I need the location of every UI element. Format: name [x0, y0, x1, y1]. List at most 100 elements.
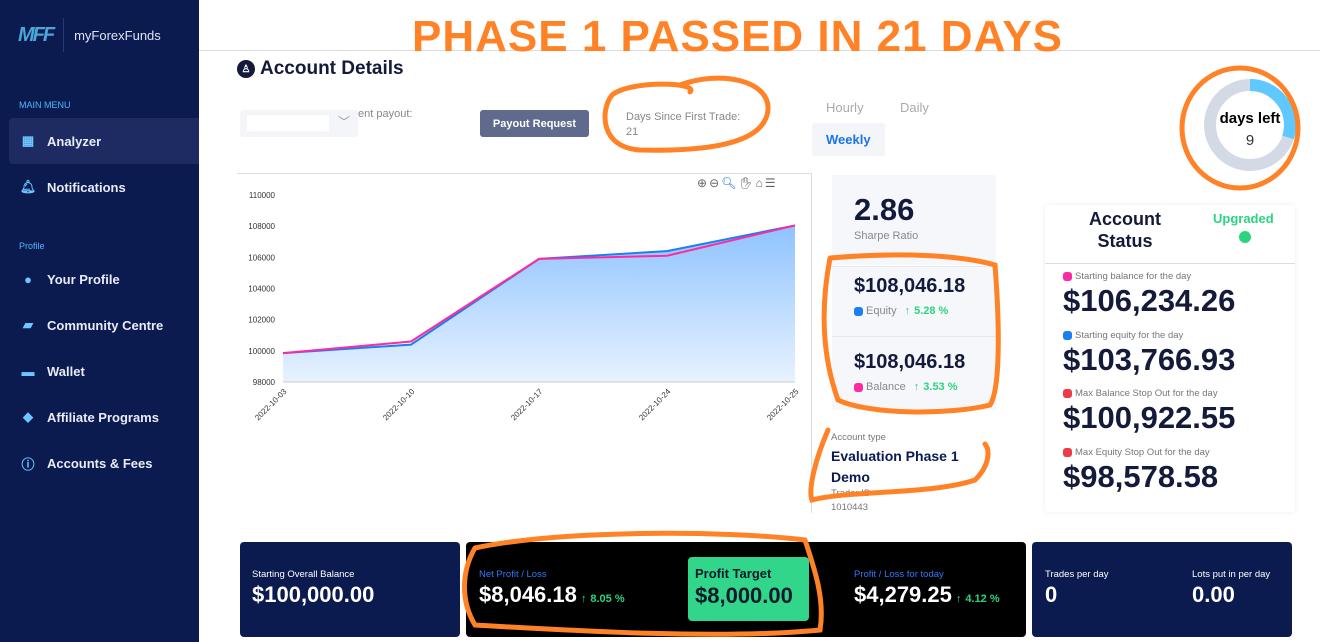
stat-value: $100,922.55: [1063, 400, 1236, 435]
equity-legend-dot: [854, 306, 863, 316]
stat-value: $103,766.93: [1063, 342, 1236, 377]
max-balance-stop-out: Max Balance Stop Out for the day $100,922…: [1063, 388, 1235, 436]
balance-legend-dot: [854, 382, 863, 392]
divider: [1045, 263, 1295, 264]
legend-dot: [1063, 331, 1072, 340]
menu-icon[interactable]: ☰: [764, 176, 778, 190]
divider: [63, 18, 65, 52]
today-pl-label: Profit / Loss for today: [854, 569, 944, 580]
brand-name: myForexFunds: [74, 27, 161, 43]
main-menu-heading: MAIN MENU: [19, 100, 71, 110]
profit-target-label: Profit Target: [695, 566, 772, 581]
arrow-up-icon: ↑: [955, 593, 962, 605]
header-divider: [199, 50, 1320, 51]
account-type: Account type Evaluation Phase 1 Demo Tra…: [831, 432, 971, 513]
sidebar: MFF myForexFunds MAIN MENU ▦ Analyzer 🔔︎ N…: [0, 0, 199, 642]
wallet-icon: ▬: [21, 363, 35, 379]
equity-card: $108,046.18 Equity ↑ 5.28 %: [832, 266, 996, 336]
user-icon: ●: [24, 271, 32, 287]
zoom-out-icon[interactable]: ⊖: [709, 176, 722, 190]
chart-plot: 98000 100000 102000 104000 106000 108000 11000…: [248, 191, 801, 423]
equity-pct: 5.28 %: [914, 305, 949, 317]
x-tick-label: 2022-10-24: [637, 387, 673, 423]
account-select[interactable]: ﹀: [240, 110, 358, 137]
home-icon[interactable]: ⌂: [755, 176, 765, 190]
account-type-value: Evaluation Phase 1 Demo: [831, 448, 959, 485]
account-type-label: Account type: [831, 432, 886, 443]
stat-label: Starting equity for the day: [1075, 330, 1184, 341]
y-tick-label: 108000: [248, 222, 275, 231]
select-value: [247, 115, 329, 131]
chart-toolbar: ⊕⊖🔍︎✋︎⌂☰: [697, 176, 778, 190]
sharpe-value: 2.86: [854, 192, 915, 227]
account-status-card: Account Status Upgraded Starting balance…: [1045, 205, 1295, 512]
account-status-title: Account Status: [1089, 209, 1161, 251]
diamond-icon: ◆: [23, 409, 33, 424]
sidebar-item-community-centre[interactable]: ▰ Community Centre: [9, 302, 199, 348]
profit-target-box: Profit Target $8,000.00: [688, 557, 809, 621]
pan-icon[interactable]: ✋︎: [738, 176, 756, 190]
sidebar-item-affiliate-programs[interactable]: ◆ Affiliate Programs: [9, 394, 199, 440]
y-tick-label: 104000: [248, 285, 275, 294]
payout-request-button[interactable]: Payout Request: [480, 110, 589, 137]
lots-label: Lots put in per day: [1192, 569, 1271, 580]
tab-daily[interactable]: Daily: [900, 100, 929, 115]
sidebar-item-analyzer[interactable]: ▦ Analyzer: [9, 118, 199, 164]
days-left-value: 9: [1245, 132, 1255, 149]
sharpe-label: Sharpe Ratio: [854, 230, 919, 242]
legend-dot: [1063, 448, 1072, 457]
sidebar-item-label: Your Profile: [47, 271, 120, 287]
sidebar-item-wallet[interactable]: ▬ Wallet: [9, 348, 199, 394]
stat-label: Starting balance for the day: [1075, 271, 1192, 282]
starting-overall-balance-card: Starting Overall Balance $100,000.00: [240, 542, 460, 637]
sidebar-item-label: Wallet: [47, 363, 85, 379]
arrow-up-icon: ↑: [904, 305, 911, 317]
net-profit-label: Net Profit / Loss: [479, 569, 547, 580]
chat-icon: ▰: [23, 317, 33, 332]
balance-label: Balance: [866, 381, 906, 393]
profit-loss-card: Net Profit / Loss $8,046.18 ↑ 8.05 % Profi…: [466, 542, 1026, 637]
y-tick-label: 102000: [248, 316, 275, 325]
sidebar-item-label: Notifications: [47, 179, 126, 195]
legend-dot: [1063, 272, 1072, 281]
x-tick-label: 2022-10-03: [253, 387, 289, 423]
stat-value: $100,000.00: [252, 582, 375, 607]
arrow-up-icon: ↑: [913, 381, 920, 393]
tab-weekly[interactable]: Weekly: [812, 123, 885, 156]
zoom-select-icon[interactable]: 🔍︎: [721, 176, 739, 190]
trades-value: 0: [1045, 582, 1058, 607]
starting-equity-day: Starting equity for the day $103,766.93: [1063, 330, 1235, 378]
equity-value: $108,046.18: [854, 275, 966, 297]
annotation-banner: PHASE 1 PASSED IN 21 DAYS: [412, 12, 1064, 61]
logo[interactable]: MFF myForexFunds: [18, 18, 161, 52]
x-tick-label: 2022-10-10: [381, 387, 417, 423]
zoom-in-icon[interactable]: ⊕: [697, 176, 710, 190]
sidebar-item-accounts-fees[interactable]: ⓘ Accounts & Fees: [9, 440, 199, 486]
status-dot: [1239, 231, 1251, 243]
y-tick-label: 98000: [253, 378, 276, 387]
arrow-up-icon: ↑: [580, 593, 587, 605]
chevron-down-icon: ﹀: [337, 115, 350, 129]
logo-mark: MFF: [18, 23, 55, 46]
sidebar-item-your-profile[interactable]: ● Your Profile: [9, 256, 199, 302]
tab-hourly[interactable]: Hourly: [826, 100, 864, 115]
trades-lots-card: Trades per day 0 Lots put in per day 0.0…: [1032, 542, 1292, 637]
equity-label: Equity: [866, 305, 897, 317]
status-badge: Upgraded: [1213, 211, 1274, 226]
days-since-label: Days Since First Trade:: [626, 111, 741, 123]
sharpe-ratio-card: 2.86 Sharpe Ratio: [832, 175, 996, 265]
trader-id-label: Trader ID: [831, 488, 871, 499]
net-profit-pct: 8.05 %: [590, 593, 625, 605]
x-tick-label: 2022-10-25: [765, 387, 801, 423]
balance-value: $108,046.18: [854, 351, 966, 373]
x-tick-label: 2022-10-17: [509, 387, 545, 423]
equity-area: [283, 225, 795, 382]
trades-label: Trades per day: [1045, 569, 1109, 580]
sidebar-item-notifications[interactable]: 🔔︎ Notifications: [9, 164, 199, 210]
days-left: days left 9: [1200, 110, 1300, 149]
bell-icon: 🔔︎: [19, 179, 37, 194]
sidebar-item-label: Analyzer: [47, 133, 102, 149]
page-title-text: Account Details: [260, 58, 404, 79]
user-icon: ♙: [237, 60, 255, 78]
y-tick-label: 100000: [248, 347, 275, 356]
